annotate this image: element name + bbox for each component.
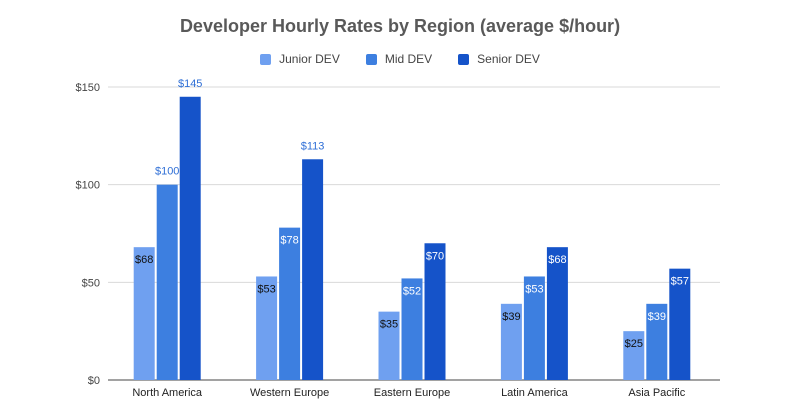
data-label: $113 (301, 140, 325, 152)
data-label: $100 (155, 166, 179, 178)
x-tick-label: Latin America (501, 387, 569, 399)
legend: Junior DEV Mid DEV Senior DEV (0, 52, 800, 66)
bar (401, 278, 423, 380)
y-tick-label: $150 (76, 82, 100, 94)
bar (523, 276, 545, 380)
data-label: $68 (548, 254, 566, 266)
bar (669, 268, 691, 380)
data-label: $68 (135, 254, 153, 266)
bar (623, 331, 645, 380)
data-label: $70 (426, 250, 444, 262)
y-tick-label: $50 (82, 277, 100, 289)
data-label: $53 (257, 283, 275, 295)
data-label: $35 (380, 319, 398, 331)
x-tick-label: Asia Pacific (628, 387, 685, 399)
chart-title: Developer Hourly Rates by Region (averag… (179, 16, 621, 36)
bar (156, 184, 178, 380)
data-label: $145 (178, 78, 202, 90)
legend-swatch-mid (365, 53, 377, 65)
data-label: $57 (671, 276, 689, 288)
data-label: $39 (648, 311, 666, 323)
legend-item-junior: Junior DEV (260, 52, 340, 66)
legend-label-senior: Senior DEV (477, 52, 540, 66)
bar (378, 311, 400, 380)
bar (424, 243, 446, 380)
y-tick-label: $100 (76, 180, 100, 192)
bar (133, 247, 155, 380)
bar (500, 303, 522, 380)
y-tick-label: $0 (88, 375, 100, 387)
data-label: $52 (403, 285, 421, 297)
legend-label-mid: Mid DEV (384, 52, 433, 66)
bar (646, 303, 668, 380)
data-label: $53 (525, 283, 543, 295)
legend-label-junior: Junior DEV (279, 52, 340, 66)
legend-item-mid: Mid DEV (365, 52, 433, 66)
bar (179, 96, 201, 381)
bar (279, 227, 301, 380)
legend-swatch-junior (260, 53, 272, 65)
bar (546, 247, 568, 380)
legend-swatch-senior (458, 53, 470, 65)
legend-item-senior: Senior DEV (458, 52, 540, 66)
data-label: $25 (625, 338, 643, 350)
x-tick-label: Eastern Europe (374, 387, 450, 399)
data-label: $78 (280, 235, 298, 247)
data-label: $39 (502, 311, 520, 323)
bar (256, 276, 278, 380)
x-tick-label: North America (132, 387, 203, 399)
x-tick-label: Western Europe (250, 387, 329, 399)
bar (302, 159, 324, 380)
